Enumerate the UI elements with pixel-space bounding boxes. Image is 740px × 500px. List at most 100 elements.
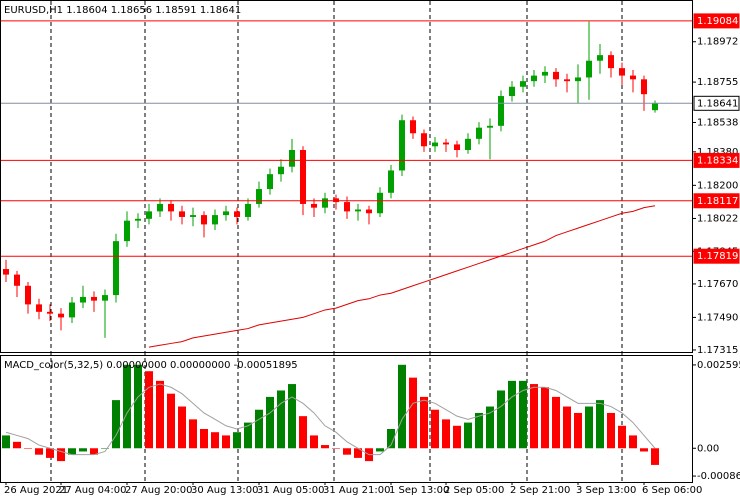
- level-label: 1.17819: [697, 251, 738, 262]
- x-tick-label: 6 Sep 06:00: [642, 485, 702, 496]
- histogram-bar: [112, 400, 120, 449]
- histogram-bar: [156, 380, 164, 449]
- candle-body: [256, 189, 262, 204]
- signal-line: [5, 383, 656, 456]
- symbol: EURUSD,H1: [4, 5, 63, 16]
- histogram-bar: [101, 448, 109, 449]
- candle-body: [289, 149, 295, 167]
- histogram-bar: [486, 406, 494, 449]
- histogram-bar: [354, 448, 362, 458]
- histogram-bar: [629, 435, 637, 449]
- histogram-bar: [68, 448, 76, 455]
- candle-body: [498, 96, 504, 126]
- candle-body: [223, 211, 229, 216]
- level-label-box: [693, 95, 740, 111]
- y-tick-label: 1.17315: [697, 345, 738, 356]
- x-tick-label: 27 Aug 20:00: [125, 485, 192, 496]
- histogram-bar: [200, 428, 208, 449]
- x-tick-label: 1 Sep 13:00: [389, 485, 449, 496]
- candle-body: [355, 209, 361, 212]
- high: 1.18656: [111, 5, 152, 16]
- histogram-bar: [57, 448, 65, 462]
- candle-body: [641, 79, 647, 95]
- level-label-box: [693, 13, 740, 29]
- candle-body: [652, 103, 658, 111]
- histogram-bar: [563, 406, 571, 449]
- level-label: 1.18641: [697, 98, 738, 109]
- candle-body: [377, 192, 383, 214]
- histogram-bar: [640, 448, 648, 452]
- level-label: 1.18117: [697, 196, 738, 207]
- y-tick-label: 1.17670: [697, 279, 738, 290]
- plot-layer: 1.18972 1.18755 1.18538 1.18380 1.18200 1.180…: [1, 13, 740, 496]
- level-label-box: [693, 152, 740, 168]
- candle-body: [14, 274, 20, 286]
- macd-panel-frame: [0, 355, 693, 483]
- x-tick-label: 31 Aug 05:00: [257, 485, 324, 496]
- candle-body: [36, 304, 42, 312]
- histogram-bar: [464, 422, 472, 449]
- y-tick-label: 1.18755: [697, 77, 738, 88]
- symbol-header: EURUSD,H1 1.18604 1.18656 1.18591 1.1864…: [4, 5, 241, 16]
- histogram-bar: [541, 387, 549, 449]
- histogram-bar: [277, 390, 285, 449]
- histogram-bar: [2, 435, 10, 449]
- candle-body: [432, 142, 438, 147]
- y-tick-label: 1.18022: [697, 213, 738, 224]
- histogram-bar: [332, 448, 340, 449]
- histogram-bar: [519, 380, 527, 449]
- level-label-box: [693, 248, 740, 264]
- histogram-bar: [288, 384, 296, 449]
- histogram-bar: [420, 396, 428, 449]
- histogram-bar: [497, 390, 505, 449]
- candle-body: [179, 211, 185, 217]
- candle-body: [267, 174, 273, 190]
- histogram-bar: [585, 406, 593, 449]
- x-tick-label: 30 Aug 13:00: [191, 485, 258, 496]
- candle-body: [124, 220, 130, 242]
- y-tick-label: 1.18200: [697, 180, 738, 191]
- histogram-bar: [123, 364, 131, 449]
- level-label: 1.18334: [697, 155, 738, 166]
- candle-body: [344, 202, 350, 212]
- histogram-bar: [552, 396, 560, 449]
- candle-body: [245, 203, 251, 217]
- macd-header: MACD_color(5,32,5) 0.00000000 0.00000000…: [4, 360, 298, 371]
- candle-body: [3, 269, 9, 275]
- candle-body: [366, 209, 372, 214]
- histogram-bar: [376, 448, 384, 452]
- x-tick-label: 27 Aug 04:00: [59, 485, 126, 496]
- candle-body: [69, 302, 75, 318]
- price-panel-frame: [0, 0, 693, 353]
- candle-body: [234, 211, 240, 217]
- level-label: 1.19084: [697, 16, 738, 27]
- candle-body: [531, 75, 537, 82]
- histogram-bar: [145, 371, 153, 449]
- x-tick-label: 31 Aug 21:00: [323, 485, 390, 496]
- candle-body: [597, 55, 603, 61]
- x-tick-label: 2 Sep 05:00: [444, 485, 504, 496]
- candle-body: [399, 120, 405, 171]
- close: 1.18641: [200, 5, 241, 16]
- histogram-bar: [310, 435, 318, 449]
- histogram-bar: [266, 396, 274, 449]
- candle-body: [553, 71, 559, 80]
- candle-body: [608, 55, 614, 69]
- candle-body: [333, 198, 339, 203]
- candle-body: [212, 215, 218, 225]
- histogram-bar: [618, 425, 626, 449]
- histogram-bar: [574, 412, 582, 449]
- histogram-bar: [431, 409, 439, 449]
- candle-body: [58, 313, 64, 318]
- y-tick-label: -0.000866: [697, 471, 740, 482]
- histogram-bar: [398, 364, 406, 449]
- candle-body: [47, 311, 53, 314]
- histogram-bar: [453, 425, 461, 449]
- candle-body: [465, 138, 471, 150]
- candle-body: [454, 144, 460, 150]
- candle-body: [322, 198, 328, 208]
- histogram-bar: [530, 384, 538, 449]
- candle-body: [630, 75, 636, 80]
- open: 1.18604: [66, 5, 107, 16]
